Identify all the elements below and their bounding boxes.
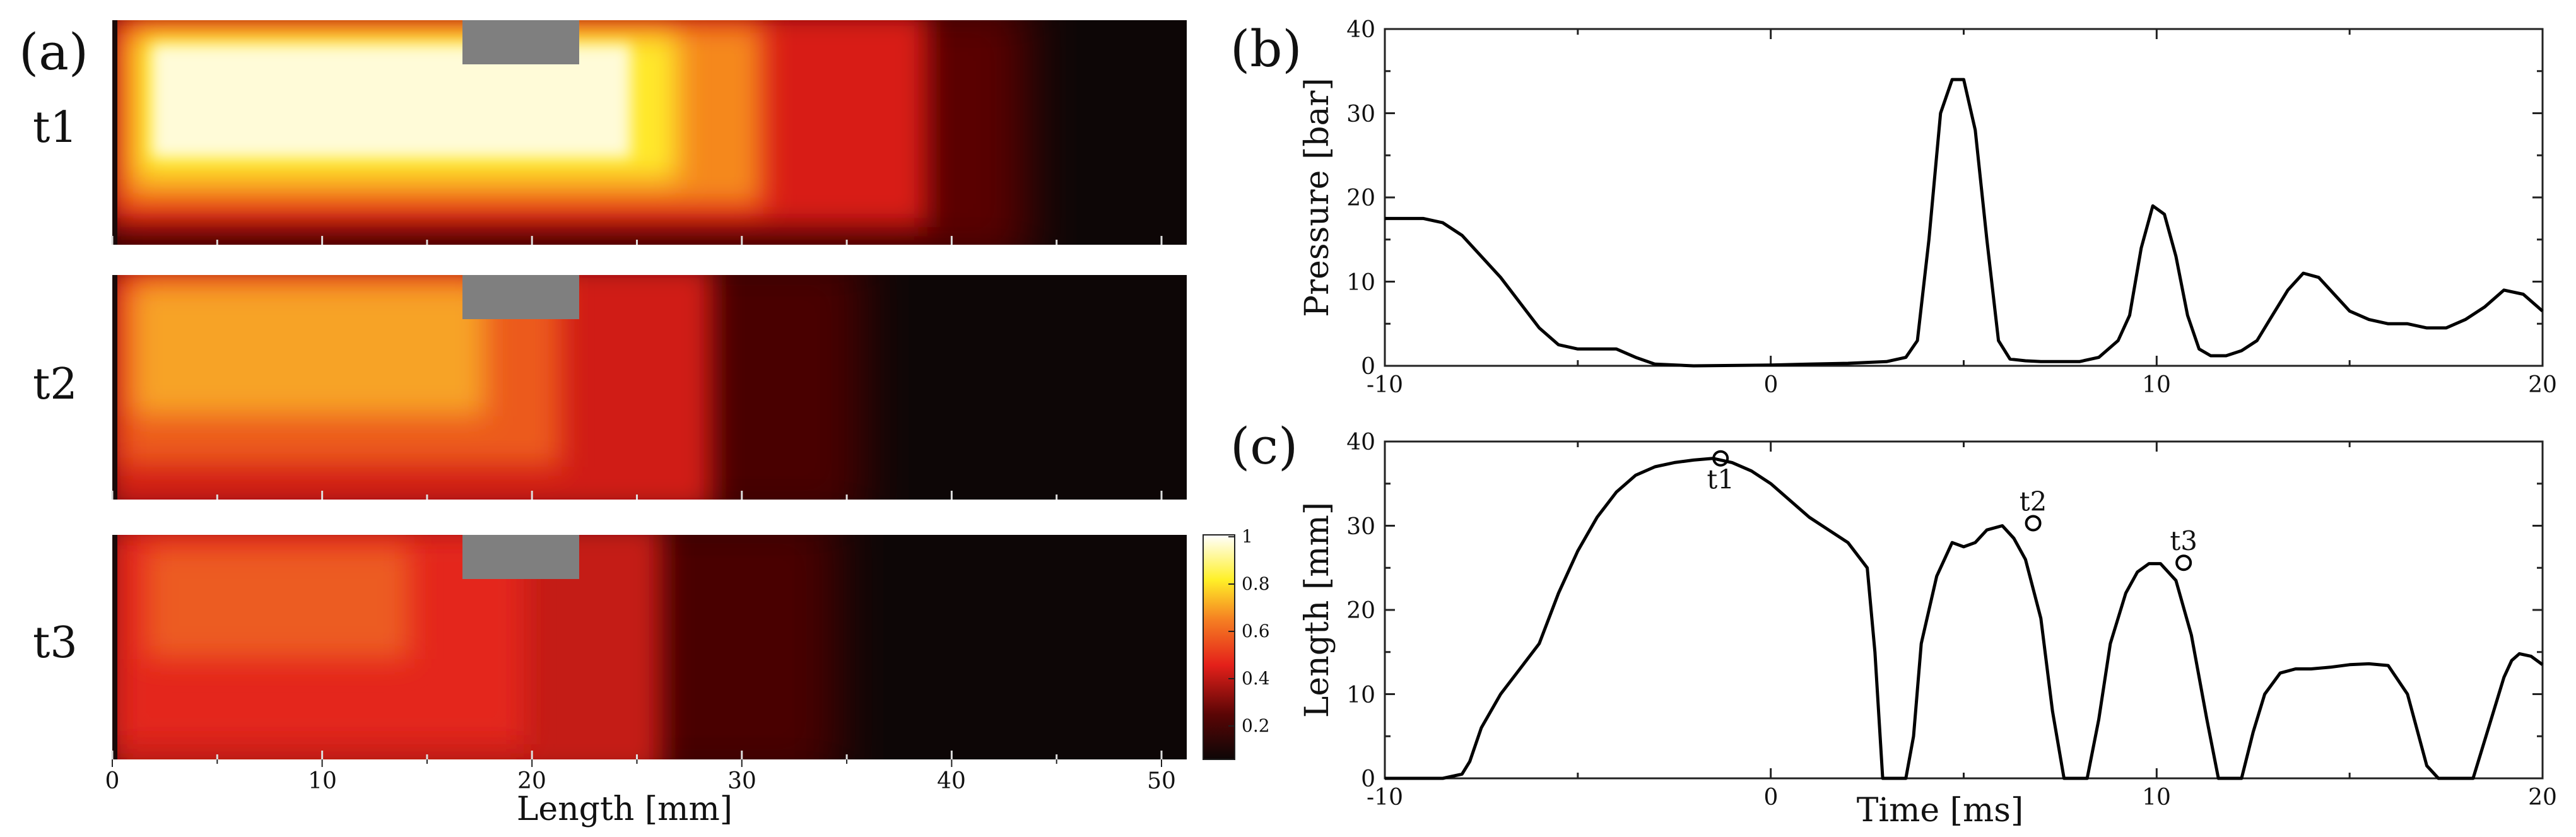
row-label-t3: t3 (33, 618, 78, 668)
marker-label-t2: t2 (2020, 486, 2047, 517)
panel-c-ytick-30: 30 (1346, 514, 1375, 540)
panel-a-xlabel: Length [mm] (517, 790, 732, 828)
panel-c-xtick-0: 0 (1764, 785, 1779, 811)
panel-a-xtick-0: 0 (105, 768, 120, 794)
panel-c-xtick-10: 10 (2142, 785, 2171, 811)
time-markers: t1 t2 t3 (1707, 450, 2197, 571)
panel-b-ytick-0: 0 (1361, 354, 1375, 380)
colorbar-ticks (1228, 536, 1235, 727)
panel-c-label: (c) (1230, 417, 1298, 476)
obstacle-t1 (462, 20, 579, 64)
colorbar-tick-0.2: 0.2 (1242, 715, 1270, 736)
panel-b-xtick-0: 0 (1764, 372, 1779, 398)
panel-b-label: (b) (1230, 20, 1302, 78)
panel-b-ytick-10: 10 (1346, 270, 1375, 296)
colorbar-tick-0.6: 0.6 (1242, 621, 1270, 641)
marker-label-t3: t3 (2170, 525, 2197, 556)
panel-b-xtick-10: 10 (2142, 372, 2171, 398)
panel-a-xtick-50: 50 (1147, 768, 1176, 794)
row-label-t1: t1 (33, 103, 78, 153)
panel-a-xaxis (111, 236, 1163, 767)
panel-b-ytick-20: 20 (1346, 185, 1375, 211)
obstacle-t2 (462, 275, 579, 319)
panel-c-ticks (1384, 440, 2544, 780)
marker-label-t1: t1 (1707, 464, 1734, 495)
colorbar-tick-1: 1 (1242, 526, 1253, 547)
panel-b-ylabel: Pressure [bar] (1298, 78, 1336, 317)
panel-c-ylabel: Length [mm] (1298, 502, 1336, 718)
panel-a-xtick-40: 40 (937, 768, 966, 794)
marker-t1 (1712, 450, 1729, 467)
panel-c-ytick-20: 20 (1346, 598, 1375, 624)
colorbar (1203, 534, 1235, 760)
panel-c-xlabel: Time [ms] (1857, 792, 2024, 829)
panel-b-ytick-30: 30 (1346, 102, 1375, 127)
heatmap-t2 (112, 275, 1187, 500)
pressure-series-line (1385, 78, 2544, 368)
panel-c-ytick-0: 0 (1361, 766, 1375, 792)
panel-a-xtick-10: 10 (308, 768, 337, 794)
obstacle-t3 (462, 535, 579, 579)
heatmap-t3 (112, 535, 1187, 759)
panel-a-label: (a) (19, 23, 88, 81)
colorbar-tick-0.8: 0.8 (1242, 573, 1270, 594)
marker-t2 (2025, 515, 2042, 532)
panel-c-xtick--10: -10 (1367, 785, 1403, 811)
panel-b-ytick-40: 40 (1346, 17, 1375, 43)
marker-t3 (2175, 554, 2192, 571)
panel-b-ticks (1384, 28, 2544, 367)
panel-b-xtick-20: 20 (2528, 372, 2557, 398)
heatmap-t1 (112, 20, 1187, 245)
panel-c-ytick-10: 10 (1346, 682, 1375, 708)
panel-a-xtick-30: 30 (727, 768, 756, 794)
length-series-line (1385, 457, 2544, 780)
row-label-t2: t2 (33, 360, 78, 409)
panel-c-xtick-20: 20 (2528, 785, 2557, 811)
panel-c-ytick-40: 40 (1346, 430, 1375, 455)
panel-a-xtick-20: 20 (517, 768, 546, 794)
panel-c-frame (1384, 440, 2544, 780)
panel-b-xtick--10: -10 (1367, 372, 1403, 398)
colorbar-tick-0.4: 0.4 (1242, 668, 1270, 689)
